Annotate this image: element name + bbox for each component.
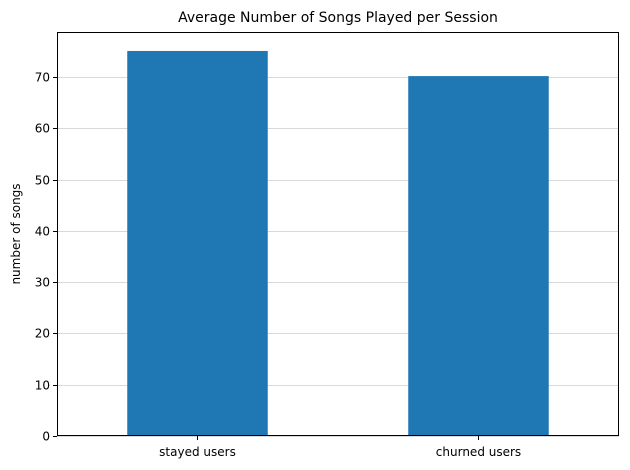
y-axis-label: number of songs (9, 183, 23, 284)
y-tick-label: 10 (35, 379, 50, 393)
y-tick-label: 20 (35, 327, 50, 341)
y-tick-label: 40 (35, 225, 50, 239)
plot-frame (57, 32, 619, 436)
x-axis: stayed users churned users (159, 436, 521, 459)
y-tick-label: 0 (42, 430, 50, 444)
y-tick-label: 30 (35, 276, 50, 290)
bars (127, 50, 549, 436)
x-tick-label: churned users (436, 445, 521, 459)
bar-churned-users (408, 76, 549, 436)
chart-title: Average Number of Songs Played per Sessi… (178, 10, 498, 26)
y-axis: 0 10 20 30 40 50 60 70 (35, 71, 57, 444)
y-tick-label: 70 (35, 71, 50, 85)
bar-stayed-users (127, 50, 268, 436)
y-tick-label: 50 (35, 174, 50, 188)
x-tick-label: stayed users (159, 445, 236, 459)
y-tick-label: 60 (35, 122, 50, 136)
